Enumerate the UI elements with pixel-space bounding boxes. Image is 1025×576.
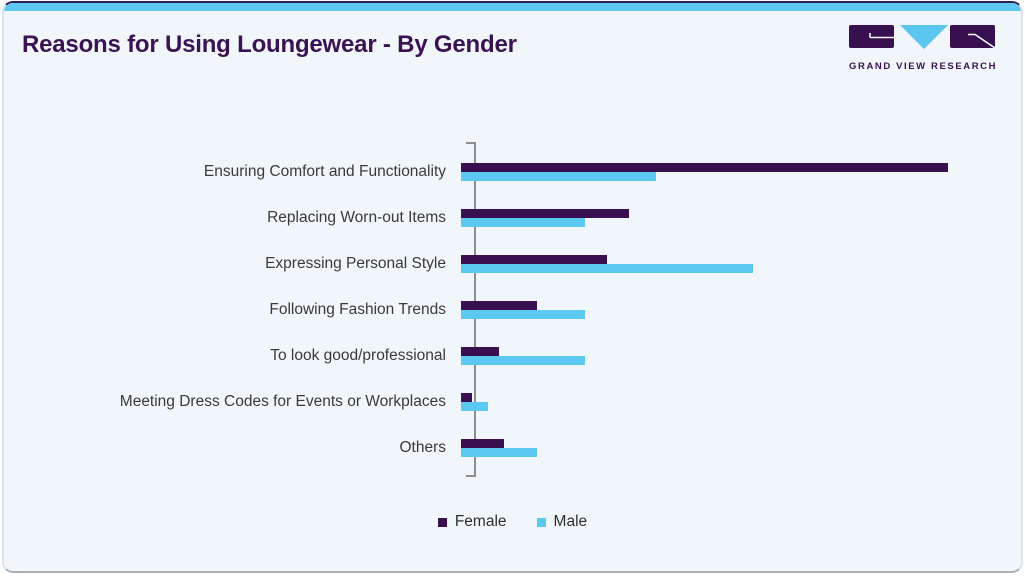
- chart-legend: Female Male: [4, 513, 1021, 531]
- legend-swatch-female: [437, 517, 447, 527]
- page-title: Reasons for Using Loungewear - By Gender: [22, 31, 517, 58]
- chart-row: Ensuring Comfort and Functionality: [18, 149, 1001, 195]
- legend-item-male: Male: [536, 513, 588, 531]
- bar-female: [461, 209, 629, 218]
- legend-label-male: Male: [553, 513, 588, 530]
- bar-group: [460, 287, 1001, 333]
- category-label: Replacing Worn-out Items: [267, 209, 446, 226]
- legend-item-female: Female: [437, 513, 507, 531]
- bar-male: [461, 448, 537, 457]
- bar-female: [461, 393, 472, 402]
- chart-row: Replacing Worn-out Items: [18, 195, 1001, 241]
- chart-rows: Ensuring Comfort and Functionality Repla…: [18, 149, 1001, 471]
- bar-male: [461, 264, 754, 273]
- bar-chart: Ensuring Comfort and Functionality Repla…: [18, 142, 1001, 477]
- bar-female: [461, 439, 505, 448]
- chart-row: To look good/professional: [18, 333, 1001, 379]
- bar-group: [460, 379, 1001, 425]
- bar-group: [460, 333, 1001, 379]
- bar-group: [460, 425, 1001, 471]
- logo-r-cut: [968, 33, 996, 49]
- chart-row: Others: [18, 425, 1001, 471]
- legend-label-female: Female: [454, 513, 507, 530]
- bar-group: [460, 149, 1001, 195]
- category-label: Ensuring Comfort and Functionality: [203, 163, 446, 180]
- logo-g-cut: [869, 33, 894, 39]
- category-label: Following Fashion Trends: [269, 301, 446, 318]
- bar-female: [461, 301, 537, 310]
- category-label: Others: [399, 439, 446, 456]
- bar-male: [461, 218, 586, 227]
- bar-male: [461, 310, 586, 319]
- bar-group: [460, 195, 1001, 241]
- chart-row: Expressing Personal Style: [18, 241, 1001, 287]
- bar-male: [461, 172, 656, 181]
- bar-male: [461, 356, 586, 365]
- bar-female: [461, 347, 499, 356]
- chart-row: Following Fashion Trends: [18, 287, 1001, 333]
- category-label: Meeting Dress Codes for Events or Workpl…: [119, 393, 446, 410]
- chart-row: Meeting Dress Codes for Events or Workpl…: [18, 379, 1001, 425]
- logo-v-triangle: [900, 25, 948, 49]
- top-accent-strip: [4, 3, 1021, 11]
- gvr-logo-mark: [849, 25, 996, 49]
- bar-female: [461, 255, 608, 264]
- bar-male: [461, 402, 489, 411]
- legend-swatch-male: [536, 517, 546, 527]
- category-label: To look good/professional: [270, 347, 446, 364]
- gvr-logo: GRAND VIEW RESEARCH: [849, 25, 998, 72]
- logo-g-block: [849, 25, 894, 48]
- category-label: Expressing Personal Style: [265, 255, 446, 272]
- bar-group: [460, 241, 1001, 287]
- logo-brand-text: GRAND VIEW RESEARCH: [849, 61, 998, 72]
- logo-r-block: [950, 25, 995, 48]
- bar-female: [461, 163, 948, 172]
